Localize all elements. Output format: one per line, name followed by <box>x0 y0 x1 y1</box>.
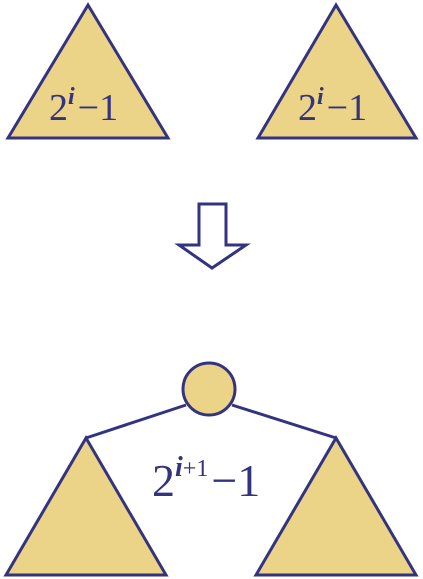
top-left-label: 2i−1 <box>49 84 118 129</box>
bottom-left-triangle <box>3 435 169 577</box>
down-arrow-icon <box>174 202 251 270</box>
combined-label-base: 2 <box>152 455 175 506</box>
right-edge <box>231 403 337 440</box>
combined-label-suffix: −1 <box>211 455 260 506</box>
top-left-label-suffix: −1 <box>78 87 118 129</box>
left-edge <box>85 403 187 440</box>
top-left-subtree: 2i−1 <box>5 2 171 140</box>
top-right-label-suffix: −1 <box>327 87 367 129</box>
top-left-label-base: 2 <box>49 87 68 129</box>
combined-tree: 2i+1−1 <box>3 361 419 577</box>
top-left-triangle <box>5 2 171 140</box>
root-node <box>181 361 237 417</box>
combined-label: 2i+1−1 <box>152 452 260 506</box>
top-right-label-exponent: i <box>317 84 324 110</box>
combined-label-exponent-var: i <box>175 452 183 483</box>
top-right-label-base: 2 <box>298 87 317 129</box>
bottom-right-triangle <box>253 435 419 577</box>
top-right-label: 2i−1 <box>298 84 367 129</box>
top-right-triangle <box>255 2 419 140</box>
combined-label-exponent-rest: +1 <box>183 456 209 482</box>
top-right-subtree: 2i−1 <box>255 2 419 140</box>
top-left-label-exponent: i <box>68 84 75 110</box>
